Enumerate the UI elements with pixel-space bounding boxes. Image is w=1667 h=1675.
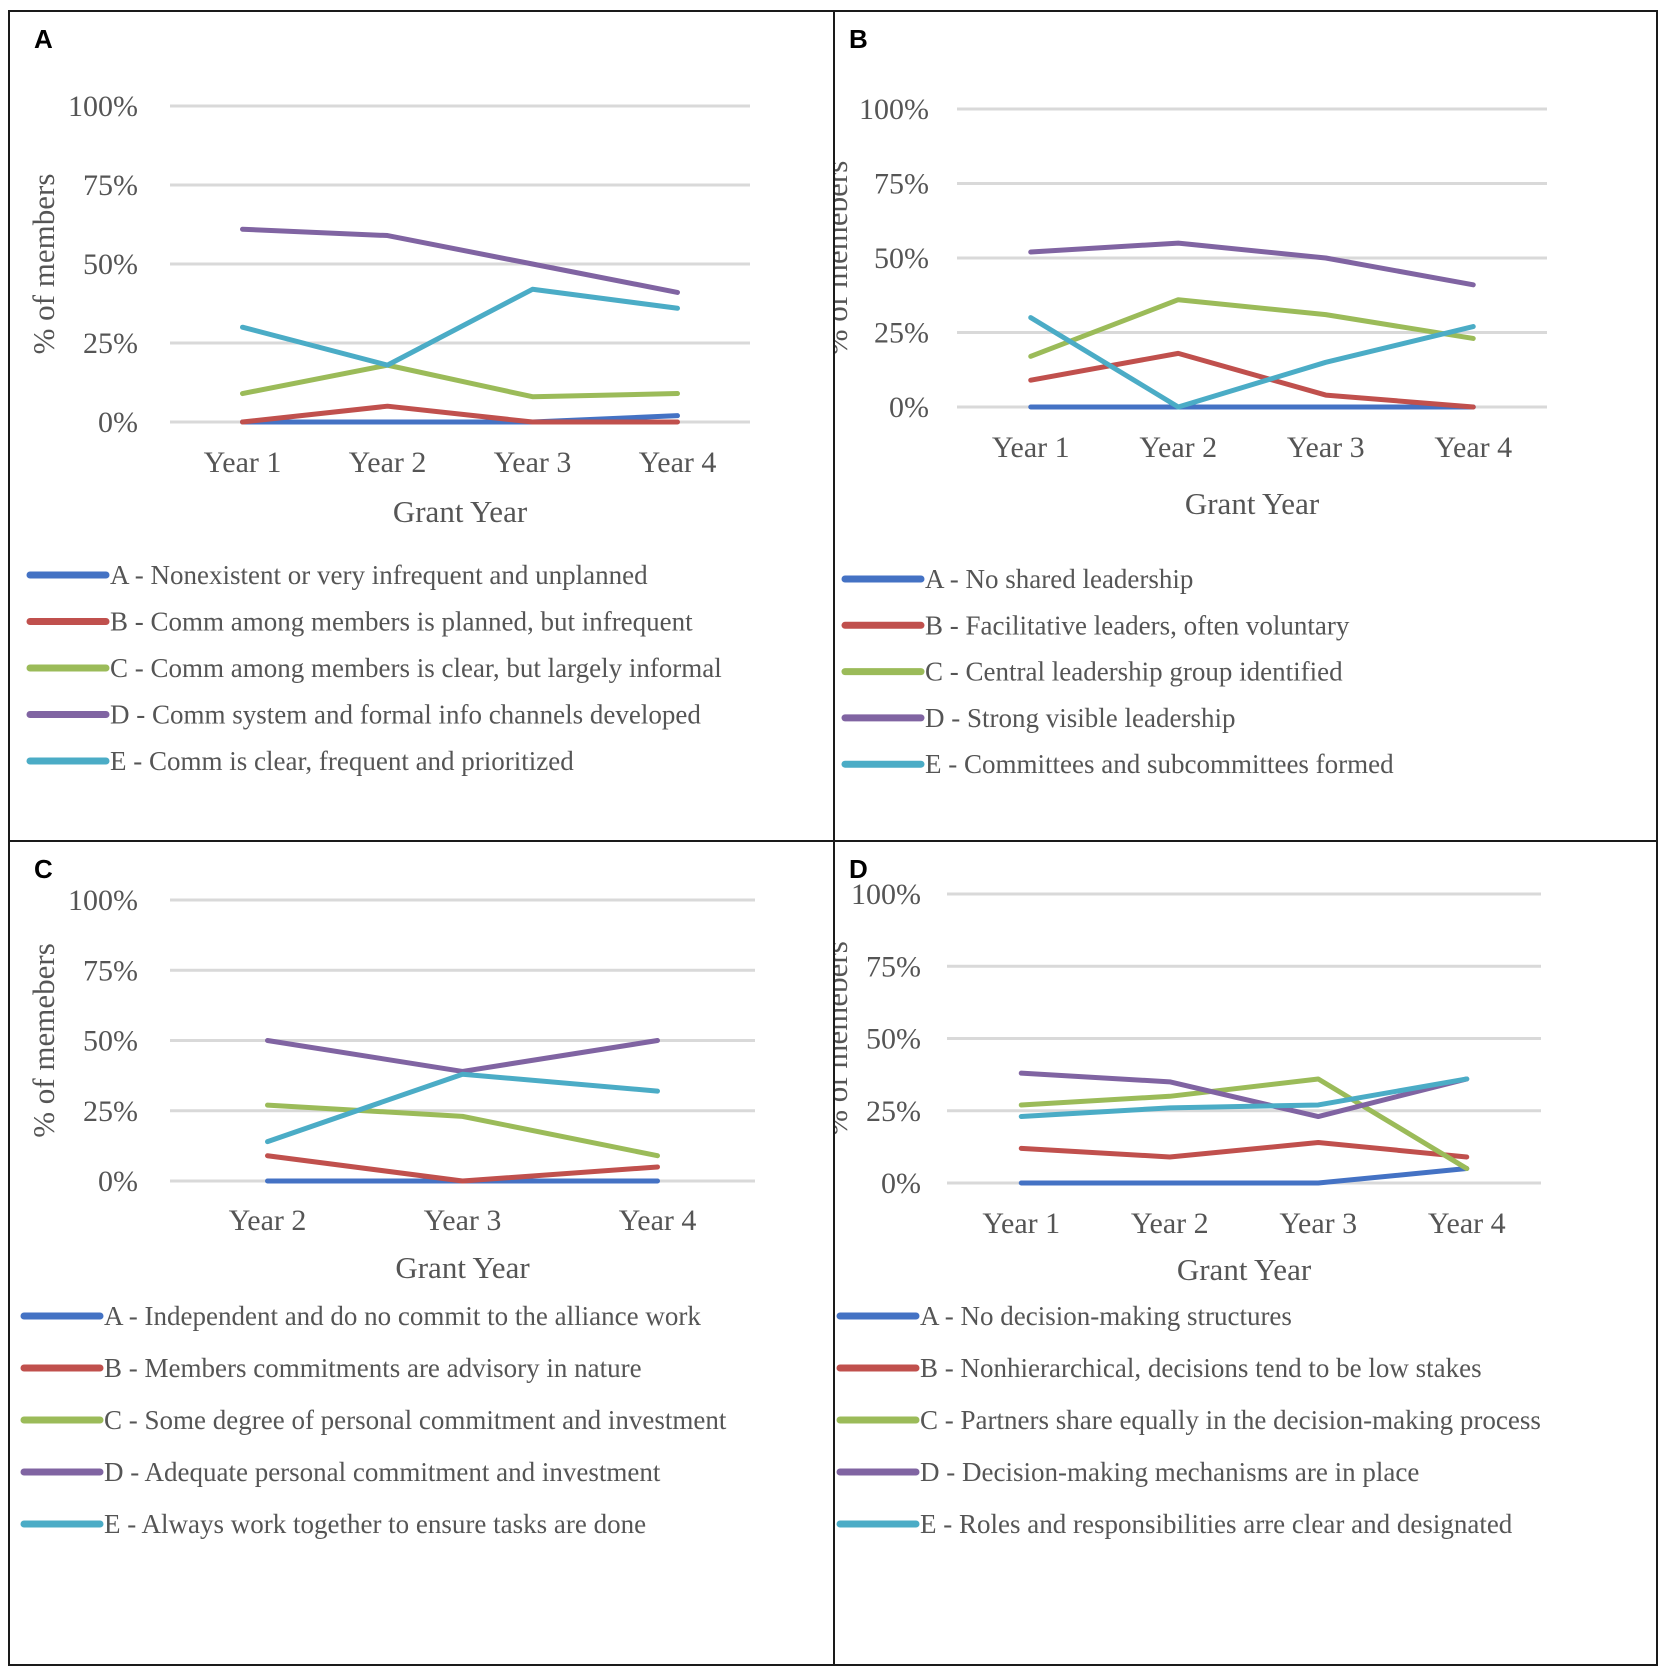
y-tick-label: 100% [68, 90, 138, 123]
chart-c: C 0% 25% 50% 75% 100%% of memebers Year 2 Year … [20, 854, 755, 1539]
series-line-a [240, 413, 680, 425]
y-tick-label: 100% [68, 884, 138, 917]
x-tick-label: Year 1 [992, 431, 1070, 464]
legend-label-a: A - Independent and do no commit to the … [104, 1301, 701, 1331]
legend-label-d: D - Strong visible leadership [925, 703, 1235, 733]
series-line-d [1028, 240, 1476, 288]
y-tick-label: 0% [881, 1167, 921, 1200]
y-tick-label: 100% [851, 878, 921, 911]
series-line-d [265, 1038, 660, 1074]
x-tick-label: Year 2 [1131, 1207, 1209, 1240]
y-tick-label: 0% [889, 391, 929, 424]
legend-label-d: D - Comm system and formal info channels… [110, 700, 701, 730]
legend-label-e: E - Roles and responsibilities arre clea… [920, 1509, 1513, 1539]
y-tick-label: 25% [874, 317, 929, 350]
legend-label-b: B - Members commitments are advisory in … [104, 1353, 642, 1383]
legend-label-c: C - Central leadership group identified [925, 657, 1343, 687]
series-line-c [1018, 1076, 1470, 1172]
x-tick-label: Year 4 [619, 1204, 697, 1237]
series-line-b [1028, 350, 1476, 410]
x-tick-label: Year 1 [204, 446, 282, 479]
legend-label-b: B - Facilitative leaders, often voluntar… [925, 610, 1350, 640]
legend-label-c: C - Partners share equally in the decisi… [920, 1405, 1541, 1435]
panel-label: A [34, 24, 53, 54]
legend-label-c: C - Comm among members is clear, but lar… [110, 653, 722, 683]
y-tick-label: 25% [83, 1095, 138, 1128]
x-tick-label: Year 1 [982, 1207, 1060, 1240]
series-line-e [1018, 1076, 1470, 1120]
legend-label-d: D - Adequate personal commitment and inv… [104, 1457, 661, 1487]
series-line-b [1018, 1140, 1470, 1160]
legend-label-e: E - Always work together to ensure tasks… [104, 1509, 646, 1539]
y-tick-label: 75% [874, 168, 929, 201]
legend-label-e: E - Committees and subcommittees formed [925, 749, 1394, 779]
y-axis-title: % of members [26, 174, 61, 355]
y-axis-title: % of memebers [26, 943, 61, 1138]
x-tick-label: Year 3 [494, 446, 572, 479]
legend-label-a: A - No shared leadership [925, 564, 1193, 594]
x-tick-label: Year 4 [639, 446, 717, 479]
legend-label-c: C - Some degree of personal commitment a… [104, 1405, 727, 1435]
series-line-a [1018, 1166, 1470, 1186]
legend-label-d: D - Decision-making mechanisms are in pl… [920, 1457, 1419, 1487]
chart-d: D 0% 25% 50% 75% 100% % of memebers Year 1 Year … [835, 854, 1541, 1539]
y-tick-label: 75% [83, 954, 138, 987]
series-line-e [265, 1071, 660, 1145]
series-line-e [240, 286, 680, 368]
legend-label-b: B - Comm among members is planned, but i… [110, 607, 693, 637]
x-axis-title: Grant Year [395, 1250, 530, 1285]
x-tick-label: Year 4 [1428, 1207, 1506, 1240]
x-tick-label: Year 2 [229, 1204, 307, 1237]
x-tick-label: Year 4 [1434, 431, 1512, 464]
series-line-d [240, 226, 680, 295]
legend-label-a: A - No decision-making structures [920, 1301, 1292, 1331]
x-axis-title: Grant Year [1185, 486, 1320, 521]
figure-grid: A 0% 25% 50% 75% 100% % of members Year 1 Year 2… [8, 10, 1658, 1666]
y-tick-label: 0% [98, 406, 138, 439]
panel-a: A 0% 25% 50% 75% 100% % of members Year 1 Year 2… [10, 12, 834, 840]
x-axis-title: Grant Year [393, 494, 528, 529]
y-tick-label: 25% [866, 1095, 921, 1128]
x-tick-label: Year 3 [424, 1204, 502, 1237]
panel-label: C [34, 854, 53, 884]
y-tick-label: 50% [866, 1023, 921, 1056]
y-tick-label: 75% [866, 950, 921, 983]
y-tick-label: 25% [83, 327, 138, 360]
legend-label-e: E - Comm is clear, frequent and prioriti… [110, 746, 574, 776]
y-tick-label: 75% [83, 169, 138, 202]
panel-b: B 0% 25% 50% 75% 100% % of memebers Year 1 Year … [835, 12, 1659, 840]
y-tick-label: 50% [83, 1025, 138, 1058]
x-tick-label: Year 2 [1139, 431, 1217, 464]
series-line-c [240, 362, 680, 400]
series-line-b [240, 403, 680, 425]
y-axis-title: % of memebers [835, 941, 854, 1136]
y-axis-title: % of memebers [835, 161, 854, 356]
panel-divider-horizontal [10, 840, 1656, 842]
y-tick-label: 100% [859, 93, 929, 126]
series-line-c [1028, 297, 1476, 359]
x-axis-title: Grant Year [1177, 1252, 1312, 1287]
chart-b: B 0% 25% 50% 75% 100% % of memebers Year 1 Year … [835, 24, 1547, 779]
chart-a: A 0% 25% 50% 75% 100% % of members Year 1 Year 2… [26, 24, 750, 776]
legend-label-a: A - Nonexistent or very infrequent and u… [110, 560, 648, 590]
panel-divider-vertical [833, 12, 835, 1664]
x-tick-label: Year 3 [1279, 1207, 1357, 1240]
y-tick-label: 0% [98, 1165, 138, 1198]
series-line-b [265, 1153, 660, 1184]
legend-label-b: B - Nonhierarchical, decisions tend to b… [920, 1353, 1482, 1383]
x-tick-label: Year 2 [349, 446, 427, 479]
series-line-e [1028, 315, 1476, 410]
series-line-c [265, 1102, 660, 1159]
panel-d: D 0% 25% 50% 75% 100% % of memebers Year 1 Year … [835, 842, 1659, 1670]
panel-label: D [849, 854, 868, 884]
panel-label: B [849, 24, 868, 54]
panel-c: C 0% 25% 50% 75% 100%% of memebers Year 2 Year … [10, 842, 834, 1670]
y-tick-label: 50% [874, 242, 929, 275]
y-tick-label: 50% [83, 248, 138, 281]
x-tick-label: Year 3 [1287, 431, 1365, 464]
series-line-d [1018, 1070, 1470, 1120]
